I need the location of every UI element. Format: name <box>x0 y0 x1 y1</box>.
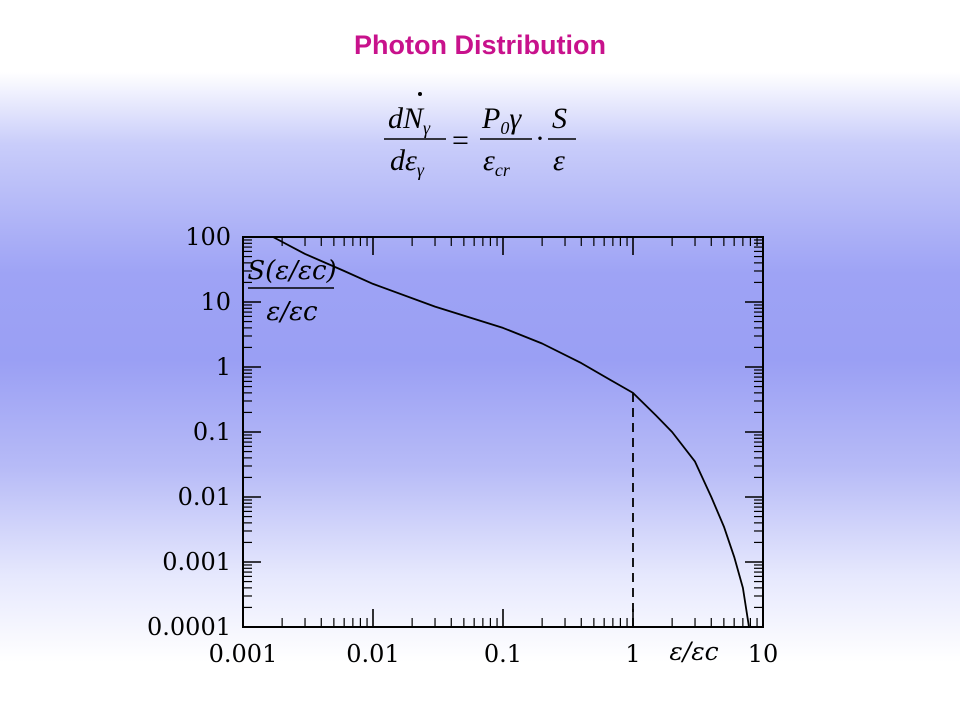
photon-distribution-formula: dNγ dεγ = P0γ εcr · S ε <box>384 92 576 180</box>
x-tick-label: 1 <box>625 640 640 668</box>
x-tick-label: 0.1 <box>484 640 522 668</box>
major-ticks <box>242 236 764 628</box>
series-group <box>272 236 750 628</box>
formula-lhs-numerator: dNγ <box>388 102 431 138</box>
y-tick-label: 0.0001 <box>147 613 231 641</box>
y-tick-label: 0.001 <box>162 548 231 576</box>
formula-rhs2-denominator: ε <box>553 144 565 177</box>
y-tick-label: 0.1 <box>193 418 231 446</box>
plot-frame <box>242 236 764 628</box>
series-line <box>272 236 750 628</box>
x-tick-label: 10 <box>748 640 779 668</box>
formula-rhs1-denominator: εcr <box>483 144 511 180</box>
y-tick-label: 1 <box>216 353 231 381</box>
y-axis-label-denominator: ε/εc <box>266 297 318 327</box>
formula-dot-over-n <box>418 92 422 96</box>
minor-ticks <box>243 237 763 627</box>
y-tick-label: 0.01 <box>178 483 231 511</box>
x-axis-label: ε/εc <box>669 637 718 666</box>
y-tick-label: 10 <box>200 288 231 316</box>
formula-dot-operator: · <box>535 122 545 155</box>
formula-equals: = <box>452 124 469 157</box>
y-axis-label-numerator: S(ε/εc) <box>247 256 336 286</box>
formula-lhs-denominator: dεγ <box>390 144 425 180</box>
formula-rhs1-numerator: P0γ <box>481 102 522 138</box>
y-tick-label: 100 <box>185 223 231 251</box>
x-tick-label: 0.001 <box>209 640 278 668</box>
slide-title: Photon Distribution <box>354 30 606 60</box>
x-tick-label: 0.01 <box>346 640 399 668</box>
formula-rhs2-numerator: S <box>552 102 567 135</box>
plot-border <box>242 236 764 628</box>
